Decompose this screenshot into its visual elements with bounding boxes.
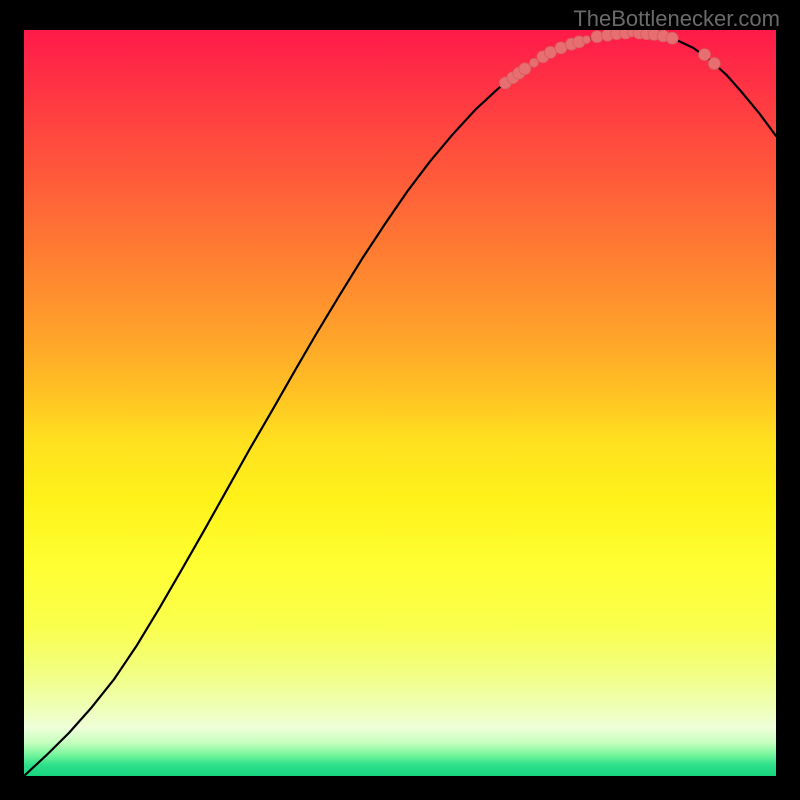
plot-area <box>24 30 776 776</box>
marker-dot <box>666 32 678 44</box>
marker-dot <box>699 49 711 61</box>
marker-dot <box>519 63 531 75</box>
chart-gradient-bg <box>24 30 776 776</box>
watermark-label: TheBottlenecker.com <box>573 6 780 32</box>
chart-svg <box>24 30 776 776</box>
marker-dot <box>529 58 538 67</box>
marker-dot <box>583 36 591 44</box>
marker-dot <box>708 58 720 70</box>
chart-frame: TheBottlenecker.com <box>0 0 800 800</box>
marker-dot <box>591 31 603 43</box>
